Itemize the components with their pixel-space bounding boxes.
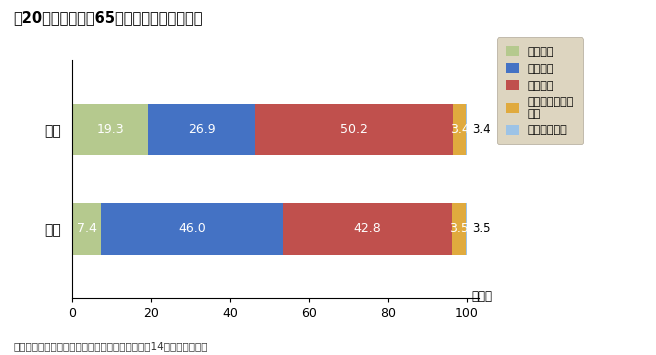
- Text: 42.8: 42.8: [354, 222, 381, 235]
- Bar: [72, 203, 102, 255]
- Bar: [255, 104, 453, 155]
- Bar: [466, 203, 467, 255]
- Text: 3.5: 3.5: [449, 222, 469, 235]
- Text: 46.0: 46.0: [178, 222, 206, 235]
- Bar: [72, 104, 148, 155]
- Bar: [452, 203, 466, 255]
- Bar: [283, 203, 452, 255]
- Text: 7.4: 7.4: [77, 222, 96, 235]
- Bar: [148, 104, 255, 155]
- Text: 3.5: 3.5: [472, 222, 490, 235]
- Text: 3.4: 3.4: [449, 123, 470, 136]
- Text: 第20図　男女別，65歳以上の者の家族形態: 第20図 男女別，65歳以上の者の家族形態: [13, 11, 203, 26]
- Text: （備考）厚生労働省「国民生活基礎調査」（平成14年）より作成。: （備考）厚生労働省「国民生活基礎調査」（平成14年）より作成。: [13, 342, 207, 351]
- Text: 19.3: 19.3: [96, 123, 124, 136]
- Text: 3.4: 3.4: [472, 123, 491, 136]
- Text: 50.2: 50.2: [340, 123, 367, 136]
- Bar: [453, 104, 466, 155]
- Text: 26.9: 26.9: [188, 123, 215, 136]
- Text: （％）: （％）: [471, 290, 492, 303]
- Legend: 単独世帯, 夫婦のみ, 子と同居, その他の親族と
同居, 非親族と同居: 単独世帯, 夫婦のみ, 子と同居, その他の親族と 同居, 非親族と同居: [497, 37, 583, 144]
- Bar: [102, 203, 283, 255]
- Bar: [466, 104, 467, 155]
